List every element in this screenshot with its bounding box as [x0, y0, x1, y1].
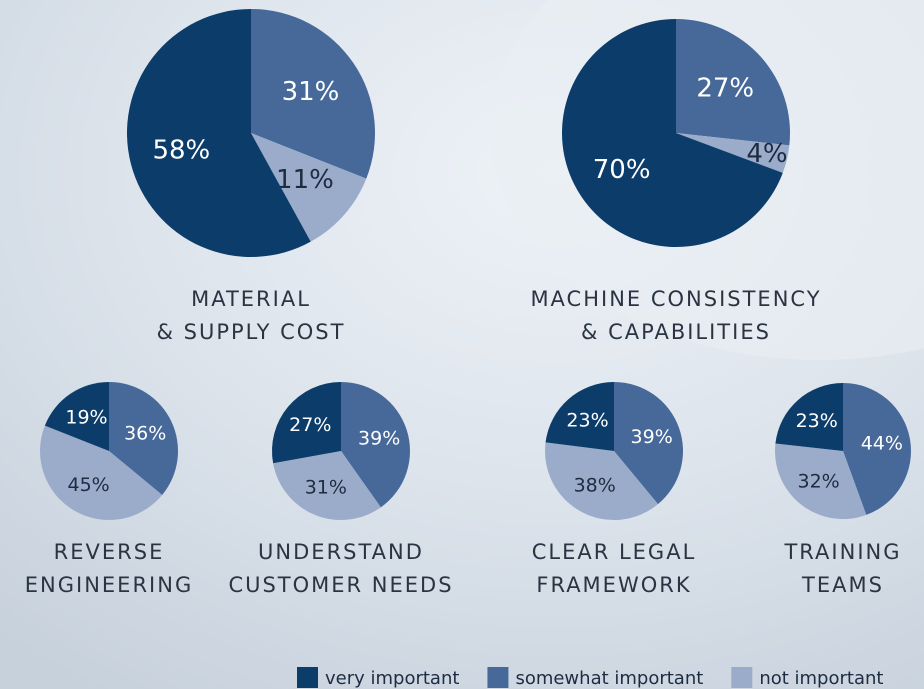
chart-title: REVERSE	[54, 540, 165, 564]
data-label: 27%	[696, 73, 754, 103]
legend-swatch	[487, 667, 509, 688]
pie-slice	[251, 9, 375, 179]
data-label: 31%	[282, 77, 340, 107]
pie-slice	[843, 383, 912, 515]
legend-label: very important	[325, 668, 459, 689]
pie-slice	[126, 9, 311, 257]
data-label: 45%	[68, 474, 110, 496]
pie-slice	[676, 19, 790, 146]
pie-slice	[562, 19, 783, 247]
pie-slice	[545, 442, 658, 520]
data-label: 44%	[861, 433, 903, 455]
data-label: 23%	[566, 409, 608, 431]
data-label: 39%	[631, 426, 673, 448]
data-label: 70%	[593, 155, 651, 185]
pie-slice	[545, 382, 614, 451]
chart-title: TRAINING	[783, 540, 901, 564]
data-label: 31%	[305, 477, 347, 499]
pie-slice	[775, 383, 843, 451]
data-label: 58%	[152, 135, 210, 165]
data-label: 32%	[798, 471, 840, 493]
legend-swatch	[731, 667, 753, 688]
pie-slice	[109, 382, 179, 495]
chart-title: CUSTOMER NEEDS	[228, 573, 453, 597]
data-label: 11%	[276, 165, 334, 195]
pie-slice	[273, 451, 381, 520]
pie-slice	[272, 382, 341, 464]
chart-title: UNDERSTAND	[258, 540, 424, 564]
chart-title: & SUPPLY COST	[157, 320, 346, 344]
chart-title: & CAPABILITIES	[581, 320, 771, 344]
pie-slice	[39, 425, 163, 521]
data-label: 23%	[796, 410, 838, 432]
data-label: 38%	[574, 475, 616, 497]
chart-title: ENGINEERING	[25, 573, 193, 597]
legend-label: somewhat important	[515, 668, 703, 689]
data-label: 36%	[124, 422, 166, 444]
pie-slice	[44, 382, 109, 451]
pie-slice	[341, 382, 410, 508]
pie-slice	[614, 382, 683, 505]
chart-title: TEAMS	[801, 573, 884, 597]
data-label: 19%	[65, 406, 107, 428]
data-label: 39%	[358, 427, 400, 449]
chart-title: FRAMEWORK	[536, 573, 691, 597]
chart-title: CLEAR LEGAL	[532, 540, 697, 564]
chart-title: MATERIAL	[191, 287, 311, 311]
data-label: 27%	[289, 414, 331, 436]
legend-swatch	[297, 667, 318, 688]
pie-slice	[774, 443, 867, 519]
pie-slice	[676, 133, 790, 173]
legend-label: not important	[759, 668, 883, 689]
chart-title: MACHINE CONSISTENCY	[530, 287, 821, 311]
pie-slice	[251, 133, 367, 242]
